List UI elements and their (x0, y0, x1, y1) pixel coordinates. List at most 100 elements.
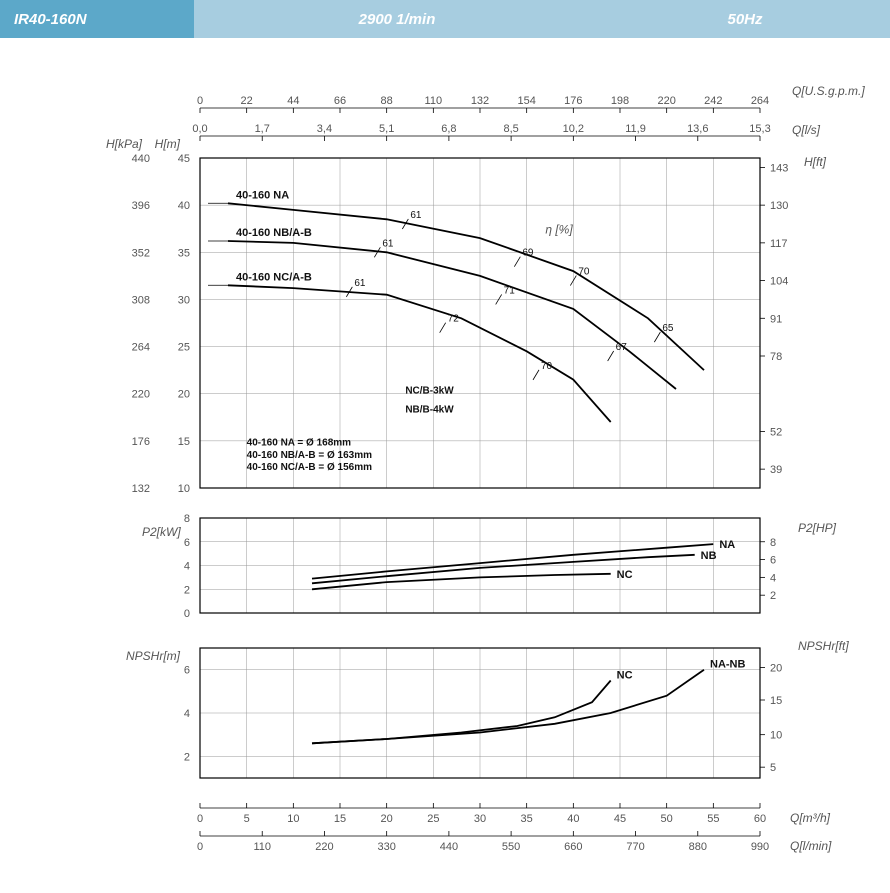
svg-text:25: 25 (178, 342, 190, 354)
svg-text:61: 61 (382, 238, 394, 249)
svg-text:Q[l/min]: Q[l/min] (790, 839, 832, 853)
svg-text:η [%]: η [%] (545, 222, 573, 236)
svg-text:40-160 NC/A-B: 40-160 NC/A-B (236, 271, 312, 283)
header-speed: 2900 1/min (194, 0, 586, 38)
svg-text:11,9: 11,9 (625, 123, 646, 135)
svg-text:Q[U.S.g.p.m.]: Q[U.S.g.p.m.] (792, 84, 865, 98)
svg-text:5: 5 (770, 762, 776, 774)
svg-text:91: 91 (770, 313, 782, 325)
svg-text:176: 176 (132, 436, 150, 448)
svg-text:NB: NB (701, 550, 717, 562)
svg-text:66: 66 (334, 95, 346, 107)
svg-text:10: 10 (287, 813, 299, 825)
svg-text:2: 2 (770, 590, 776, 602)
svg-text:70: 70 (578, 267, 590, 278)
svg-text:396: 396 (132, 200, 150, 212)
svg-text:35: 35 (178, 247, 190, 259)
svg-text:61: 61 (410, 210, 422, 221)
svg-text:198: 198 (611, 95, 629, 107)
svg-text:40-160 NB/A-B: 40-160 NB/A-B (236, 227, 312, 239)
svg-text:8,5: 8,5 (503, 123, 518, 135)
svg-text:0,0: 0,0 (192, 123, 207, 135)
svg-text:110: 110 (425, 95, 443, 107)
svg-text:264: 264 (132, 342, 150, 354)
svg-text:45: 45 (178, 153, 190, 165)
header-freq: 50Hz (586, 0, 890, 38)
svg-text:13,6: 13,6 (687, 123, 708, 135)
svg-text:132: 132 (132, 483, 150, 495)
svg-text:220: 220 (315, 841, 333, 853)
svg-text:4: 4 (770, 572, 776, 584)
svg-text:6: 6 (184, 537, 190, 549)
svg-text:308: 308 (132, 294, 150, 306)
svg-text:5,1: 5,1 (379, 123, 394, 135)
svg-text:44: 44 (287, 95, 299, 107)
svg-text:NA: NA (719, 539, 735, 551)
svg-text:35: 35 (521, 813, 533, 825)
svg-text:22: 22 (241, 95, 253, 107)
svg-text:660: 660 (564, 841, 582, 853)
svg-text:264: 264 (751, 95, 769, 107)
header-model: IR40-160N (0, 0, 194, 38)
svg-text:67: 67 (616, 342, 628, 353)
svg-text:8: 8 (770, 537, 776, 549)
svg-text:10,2: 10,2 (563, 123, 584, 135)
svg-text:40: 40 (178, 200, 190, 212)
svg-text:2: 2 (184, 751, 190, 763)
svg-text:10: 10 (178, 483, 190, 495)
svg-text:0: 0 (197, 95, 203, 107)
svg-text:770: 770 (626, 841, 644, 853)
svg-text:72: 72 (448, 314, 460, 325)
svg-text:65: 65 (662, 323, 674, 334)
svg-text:H[kPa]: H[kPa] (106, 137, 143, 151)
svg-text:NPSHr[m]: NPSHr[m] (126, 649, 181, 663)
svg-text:88: 88 (381, 95, 393, 107)
svg-text:132: 132 (471, 95, 489, 107)
svg-text:15: 15 (178, 436, 190, 448)
svg-text:220: 220 (132, 389, 150, 401)
svg-text:2: 2 (184, 584, 190, 596)
svg-text:0: 0 (184, 608, 190, 620)
svg-text:6,8: 6,8 (441, 123, 456, 135)
svg-text:242: 242 (704, 95, 722, 107)
svg-text:104: 104 (770, 276, 788, 288)
svg-text:15: 15 (770, 695, 782, 707)
svg-text:154: 154 (517, 95, 535, 107)
svg-text:78: 78 (770, 351, 782, 363)
svg-text:1,7: 1,7 (255, 123, 270, 135)
svg-text:330: 330 (377, 841, 395, 853)
svg-text:69: 69 (522, 248, 534, 259)
svg-text:39: 39 (770, 464, 782, 476)
svg-text:4: 4 (184, 561, 190, 573)
svg-text:NC: NC (617, 569, 633, 581)
svg-text:60: 60 (754, 813, 766, 825)
svg-text:550: 550 (502, 841, 520, 853)
svg-text:20: 20 (381, 813, 393, 825)
svg-text:40-160 NA: 40-160 NA (236, 189, 289, 201)
svg-text:10: 10 (770, 730, 782, 742)
svg-text:990: 990 (751, 841, 769, 853)
svg-text:440: 440 (132, 153, 150, 165)
svg-text:52: 52 (770, 426, 782, 438)
svg-text:117: 117 (770, 238, 788, 250)
svg-text:NC/B-3kW: NC/B-3kW (405, 386, 454, 397)
svg-text:P2[HP]: P2[HP] (798, 521, 837, 535)
svg-text:40-160 NC/A-B = Ø 156mm: 40-160 NC/A-B = Ø 156mm (247, 462, 372, 473)
svg-text:110: 110 (253, 841, 271, 853)
pump-curves-svg: 022446688110132154176198220242264Q[U.S.g… (20, 58, 870, 878)
svg-text:440: 440 (440, 841, 458, 853)
svg-text:3,4: 3,4 (317, 123, 332, 135)
svg-text:6: 6 (184, 665, 190, 677)
svg-text:15,3: 15,3 (749, 123, 770, 135)
svg-text:4: 4 (184, 708, 190, 720)
svg-text:61: 61 (354, 278, 366, 289)
svg-text:P2[kW]: P2[kW] (142, 525, 181, 539)
svg-text:40-160 NB/A-B = Ø 163mm: 40-160 NB/A-B = Ø 163mm (247, 450, 372, 461)
svg-text:25: 25 (427, 813, 439, 825)
svg-text:40: 40 (567, 813, 579, 825)
svg-text:50: 50 (661, 813, 673, 825)
chart-container: 022446688110132154176198220242264Q[U.S.g… (0, 38, 890, 893)
svg-text:40-160 NA = Ø 168mm: 40-160 NA = Ø 168mm (247, 438, 352, 449)
svg-text:70: 70 (541, 361, 553, 372)
svg-text:Q[l/s]: Q[l/s] (792, 123, 821, 137)
